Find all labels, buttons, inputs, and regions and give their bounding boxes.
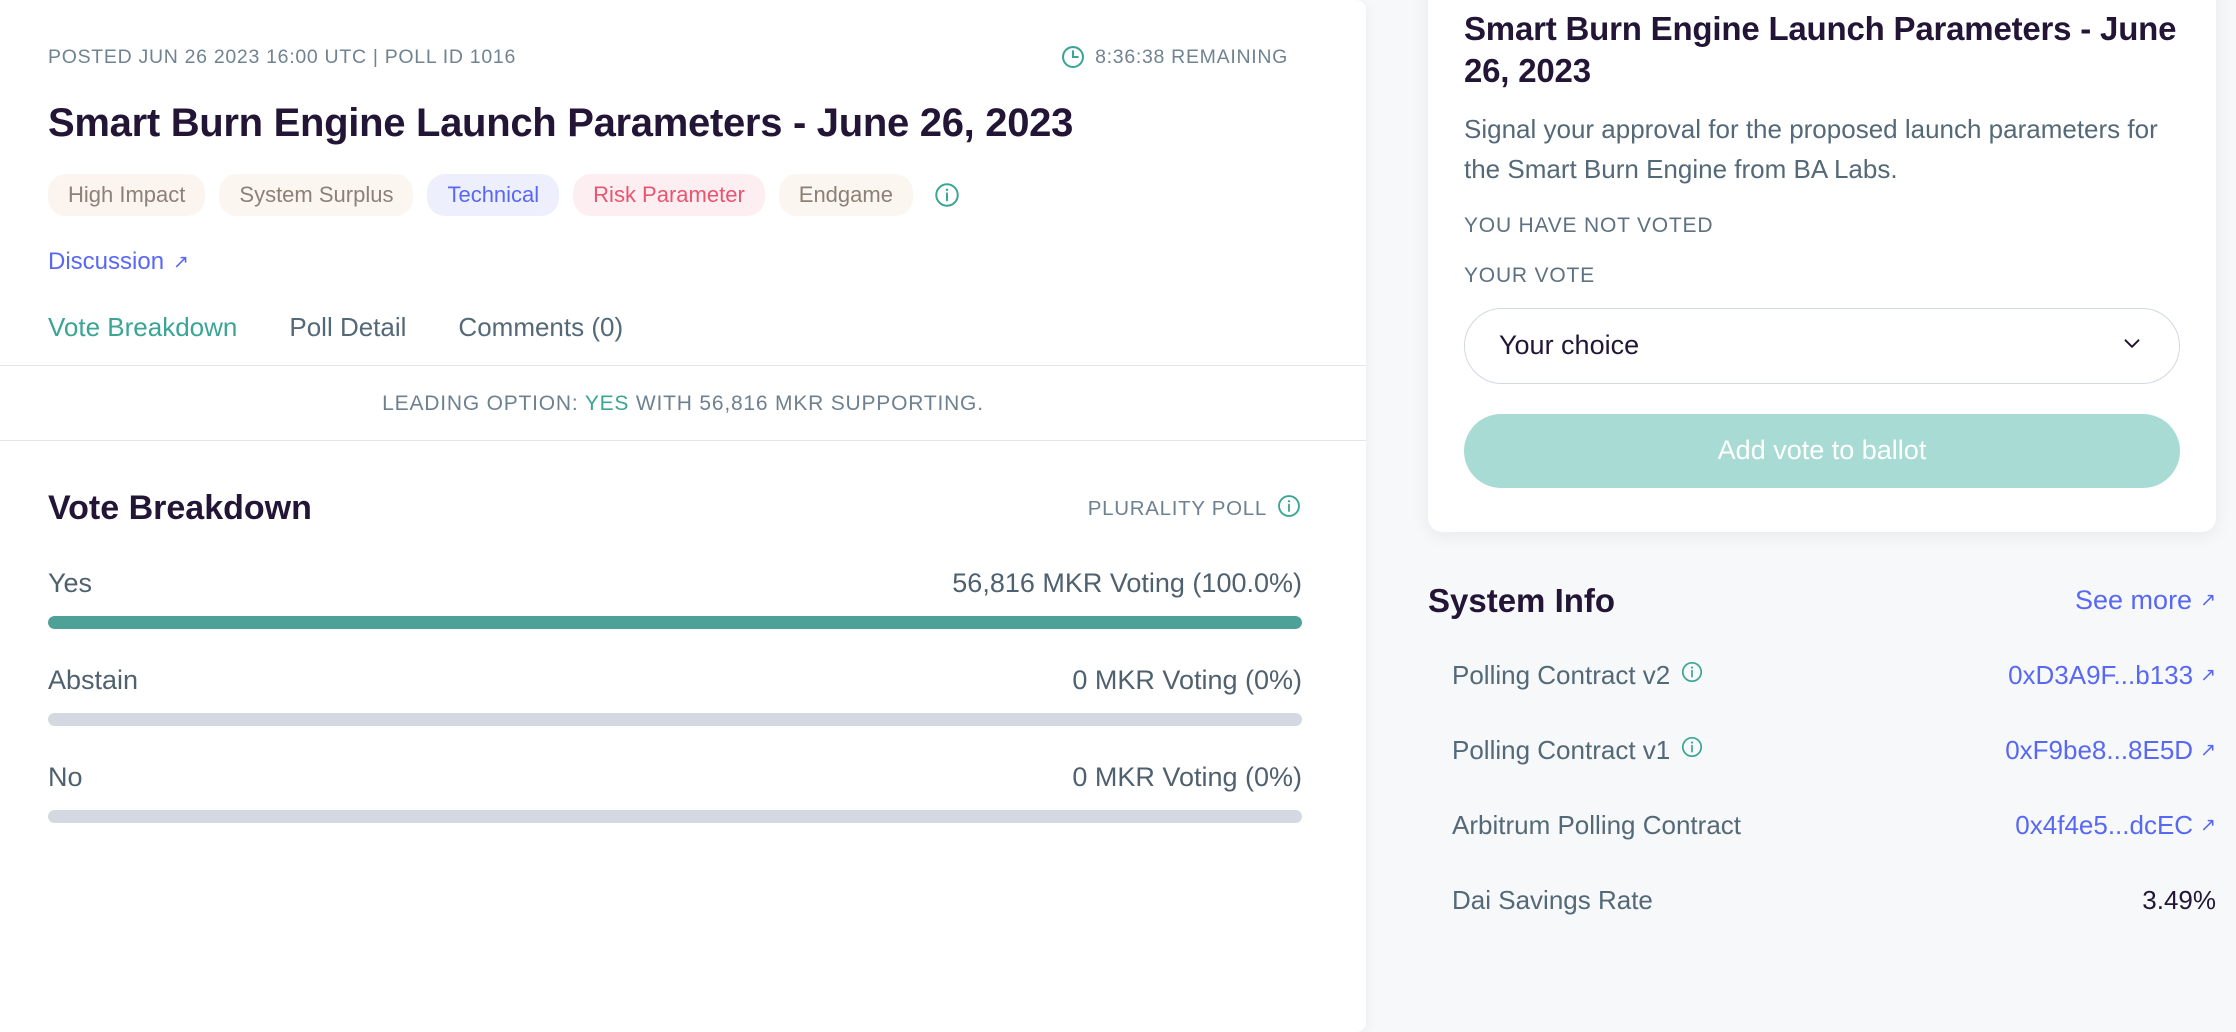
vote-widget-title: Smart Burn Engine Launch Parameters - Ju…	[1464, 10, 2177, 90]
vote-bar-track	[48, 616, 1302, 629]
vote-value-label: 0 MKR Voting (0%)	[1072, 762, 1302, 792]
vote-bar-track	[48, 810, 1302, 823]
vote-option-label: Yes	[48, 568, 93, 598]
external-link-icon: ↗	[2200, 664, 2216, 686]
tag-high-impact[interactable]: High Impact	[48, 174, 206, 216]
leading-prefix: LEADING OPTION:	[382, 392, 579, 415]
system-info-row: Arbitrum Polling Contract 0x4f4e5...dcEC…	[1428, 788, 2216, 863]
vote-row-head: No 0 MKR Voting (0%)	[48, 762, 1302, 793]
vote-row-head: Yes 56,816 MKR Voting (100.0%)	[48, 568, 1302, 599]
system-info-value-link[interactable]: 0xD3A9F...b133 ↗	[2008, 660, 2216, 691]
system-info-list: Polling Contract v2 0xD3A9F...b133 ↗	[1428, 638, 2216, 938]
system-info-label-text: Arbitrum Polling Contract	[1452, 809, 1741, 840]
vote-breakdown-header: Vote Breakdown PLURALITY POLL	[48, 489, 1302, 528]
vote-row-head: Abstain 0 MKR Voting (0%)	[48, 665, 1302, 696]
system-info-title: System Info	[1428, 581, 1616, 619]
system-info-label: Arbitrum Polling Contract	[1452, 810, 1741, 841]
tag-endgame[interactable]: Endgame	[778, 174, 913, 216]
poll-meta-row: POSTED JUN 26 2023 16:00 UTC | POLL ID 1…	[48, 0, 1302, 70]
tab-vote-breakdown[interactable]: Vote Breakdown	[48, 312, 238, 342]
leading-suffix: WITH 56,816 MKR SUPPORTING.	[635, 392, 984, 415]
external-link-icon: ↗	[173, 251, 189, 273]
clock-icon	[1060, 44, 1086, 70]
system-info-row: Dai Savings Rate 3.49%	[1428, 863, 2216, 938]
external-link-icon: ↗	[2200, 814, 2216, 836]
vote-row-no: No 0 MKR Voting (0%)	[48, 762, 1302, 823]
external-link-icon: ↗	[2200, 590, 2216, 611]
poll-type-label: PLURALITY POLL	[1087, 496, 1267, 520]
tag-technical[interactable]: Technical	[427, 174, 560, 216]
poll-tabs: Vote Breakdown Poll Detail Comments (0)	[48, 312, 1302, 365]
vote-status-text: YOU HAVE NOT VOTED	[1464, 213, 1714, 237]
vote-bar-track	[48, 713, 1302, 726]
system-info-value-link[interactable]: 0xF9be8...8E5D ↗	[2005, 735, 2216, 766]
your-vote-label: YOUR VOTE	[1464, 263, 1595, 287]
vote-widget-card: Smart Burn Engine Launch Parameters - Ju…	[1428, 0, 2216, 532]
vote-value-label: 56,816 MKR Voting (100.0%)	[952, 568, 1302, 598]
vote-choice-value: Your choice	[1499, 330, 1640, 360]
discussion-link[interactable]: Discussion ↗	[48, 248, 189, 276]
vote-widget-description: Signal your approval for the proposed la…	[1464, 114, 2158, 184]
divider-bottom	[0, 440, 1366, 441]
vote-bar-fill	[48, 616, 1302, 629]
vote-breakdown-title: Vote Breakdown	[48, 489, 312, 527]
external-link-icon: ↗	[2200, 739, 2216, 761]
tag-list: High Impact System Surplus Technical Ris…	[48, 174, 1302, 216]
system-info-value: 0x4f4e5...dcEC	[2015, 809, 2194, 840]
see-more-link[interactable]: See more ↗	[2075, 585, 2216, 616]
system-info-label-text: Dai Savings Rate	[1452, 884, 1653, 915]
vote-row-yes: Yes 56,816 MKR Voting (100.0%)	[48, 568, 1302, 629]
poll-main-card: POSTED JUN 26 2023 16:00 UTC | POLL ID 1…	[0, 0, 1366, 823]
leading-option-banner: LEADING OPTION: YES WITH 56,816 MKR SUPP…	[0, 366, 1366, 440]
posted-meta: POSTED JUN 26 2023 16:00 UTC | POLL ID 1…	[48, 45, 516, 68]
info-icon[interactable]	[1680, 660, 1704, 691]
system-info-row: Polling Contract v2 0xD3A9F...b133 ↗	[1428, 638, 2216, 713]
poll-type-info-icon[interactable]	[1276, 493, 1302, 525]
system-info-label: Polling Contract v2	[1452, 660, 1704, 691]
vote-option-label: No	[48, 762, 83, 792]
system-info-label-text: Polling Contract v2	[1452, 659, 1671, 690]
page-title: Smart Burn Engine Launch Parameters - Ju…	[48, 101, 1074, 145]
add-vote-to-ballot-button[interactable]: Add vote to ballot	[1464, 413, 2180, 488]
info-icon[interactable]	[1680, 735, 1704, 766]
system-info-row: Polling Contract v1 0xF9be8...8E5D ↗	[1428, 713, 2216, 788]
system-info-label: Dai Savings Rate	[1452, 885, 1653, 916]
discussion-label: Discussion	[48, 248, 165, 275]
tab-comments[interactable]: Comments (0)	[458, 312, 624, 342]
leading-option-value: YES	[584, 392, 630, 415]
tags-info-icon[interactable]	[933, 181, 961, 209]
system-info-header: System Info See more ↗	[1428, 582, 2216, 620]
vote-row-abstain: Abstain 0 MKR Voting (0%)	[48, 665, 1302, 726]
vote-option-label: Abstain	[48, 665, 139, 695]
system-info-value: 0xD3A9F...b133	[2008, 659, 2194, 690]
see-more-label: See more	[2075, 585, 2193, 615]
vote-value-label: 0 MKR Voting (0%)	[1072, 665, 1302, 695]
remaining-timer: 8:36:38 REMAINING	[1060, 44, 1302, 70]
tab-poll-detail[interactable]: Poll Detail	[289, 312, 407, 342]
chevron-down-icon	[2119, 330, 2145, 361]
timer-text: 8:36:38 REMAINING	[1095, 45, 1288, 68]
tag-risk-parameter[interactable]: Risk Parameter	[573, 174, 765, 216]
system-info-value: 3.49%	[2142, 884, 2216, 915]
system-info-value: 0xF9be8...8E5D	[2005, 734, 2194, 765]
poll-sidebar: Smart Burn Engine Launch Parameters - Ju…	[1366, 0, 2236, 1032]
system-info-label: Polling Contract v1	[1452, 735, 1704, 766]
poll-type-badge: PLURALITY POLL	[1088, 493, 1302, 525]
tag-system-surplus[interactable]: System Surplus	[219, 174, 414, 216]
vote-choice-select[interactable]: Your choice	[1464, 307, 2180, 384]
system-info-value-link[interactable]: 0x4f4e5...dcEC ↗	[2015, 810, 2216, 841]
divider-top	[0, 365, 1366, 366]
poll-header-section: POSTED JUN 26 2023 16:00 UTC | POLL ID 1…	[0, 0, 1366, 365]
vote-breakdown-section: Vote Breakdown PLURALITY POLL Yes 5	[0, 441, 1366, 823]
system-info-label-text: Polling Contract v1	[1452, 734, 1671, 765]
